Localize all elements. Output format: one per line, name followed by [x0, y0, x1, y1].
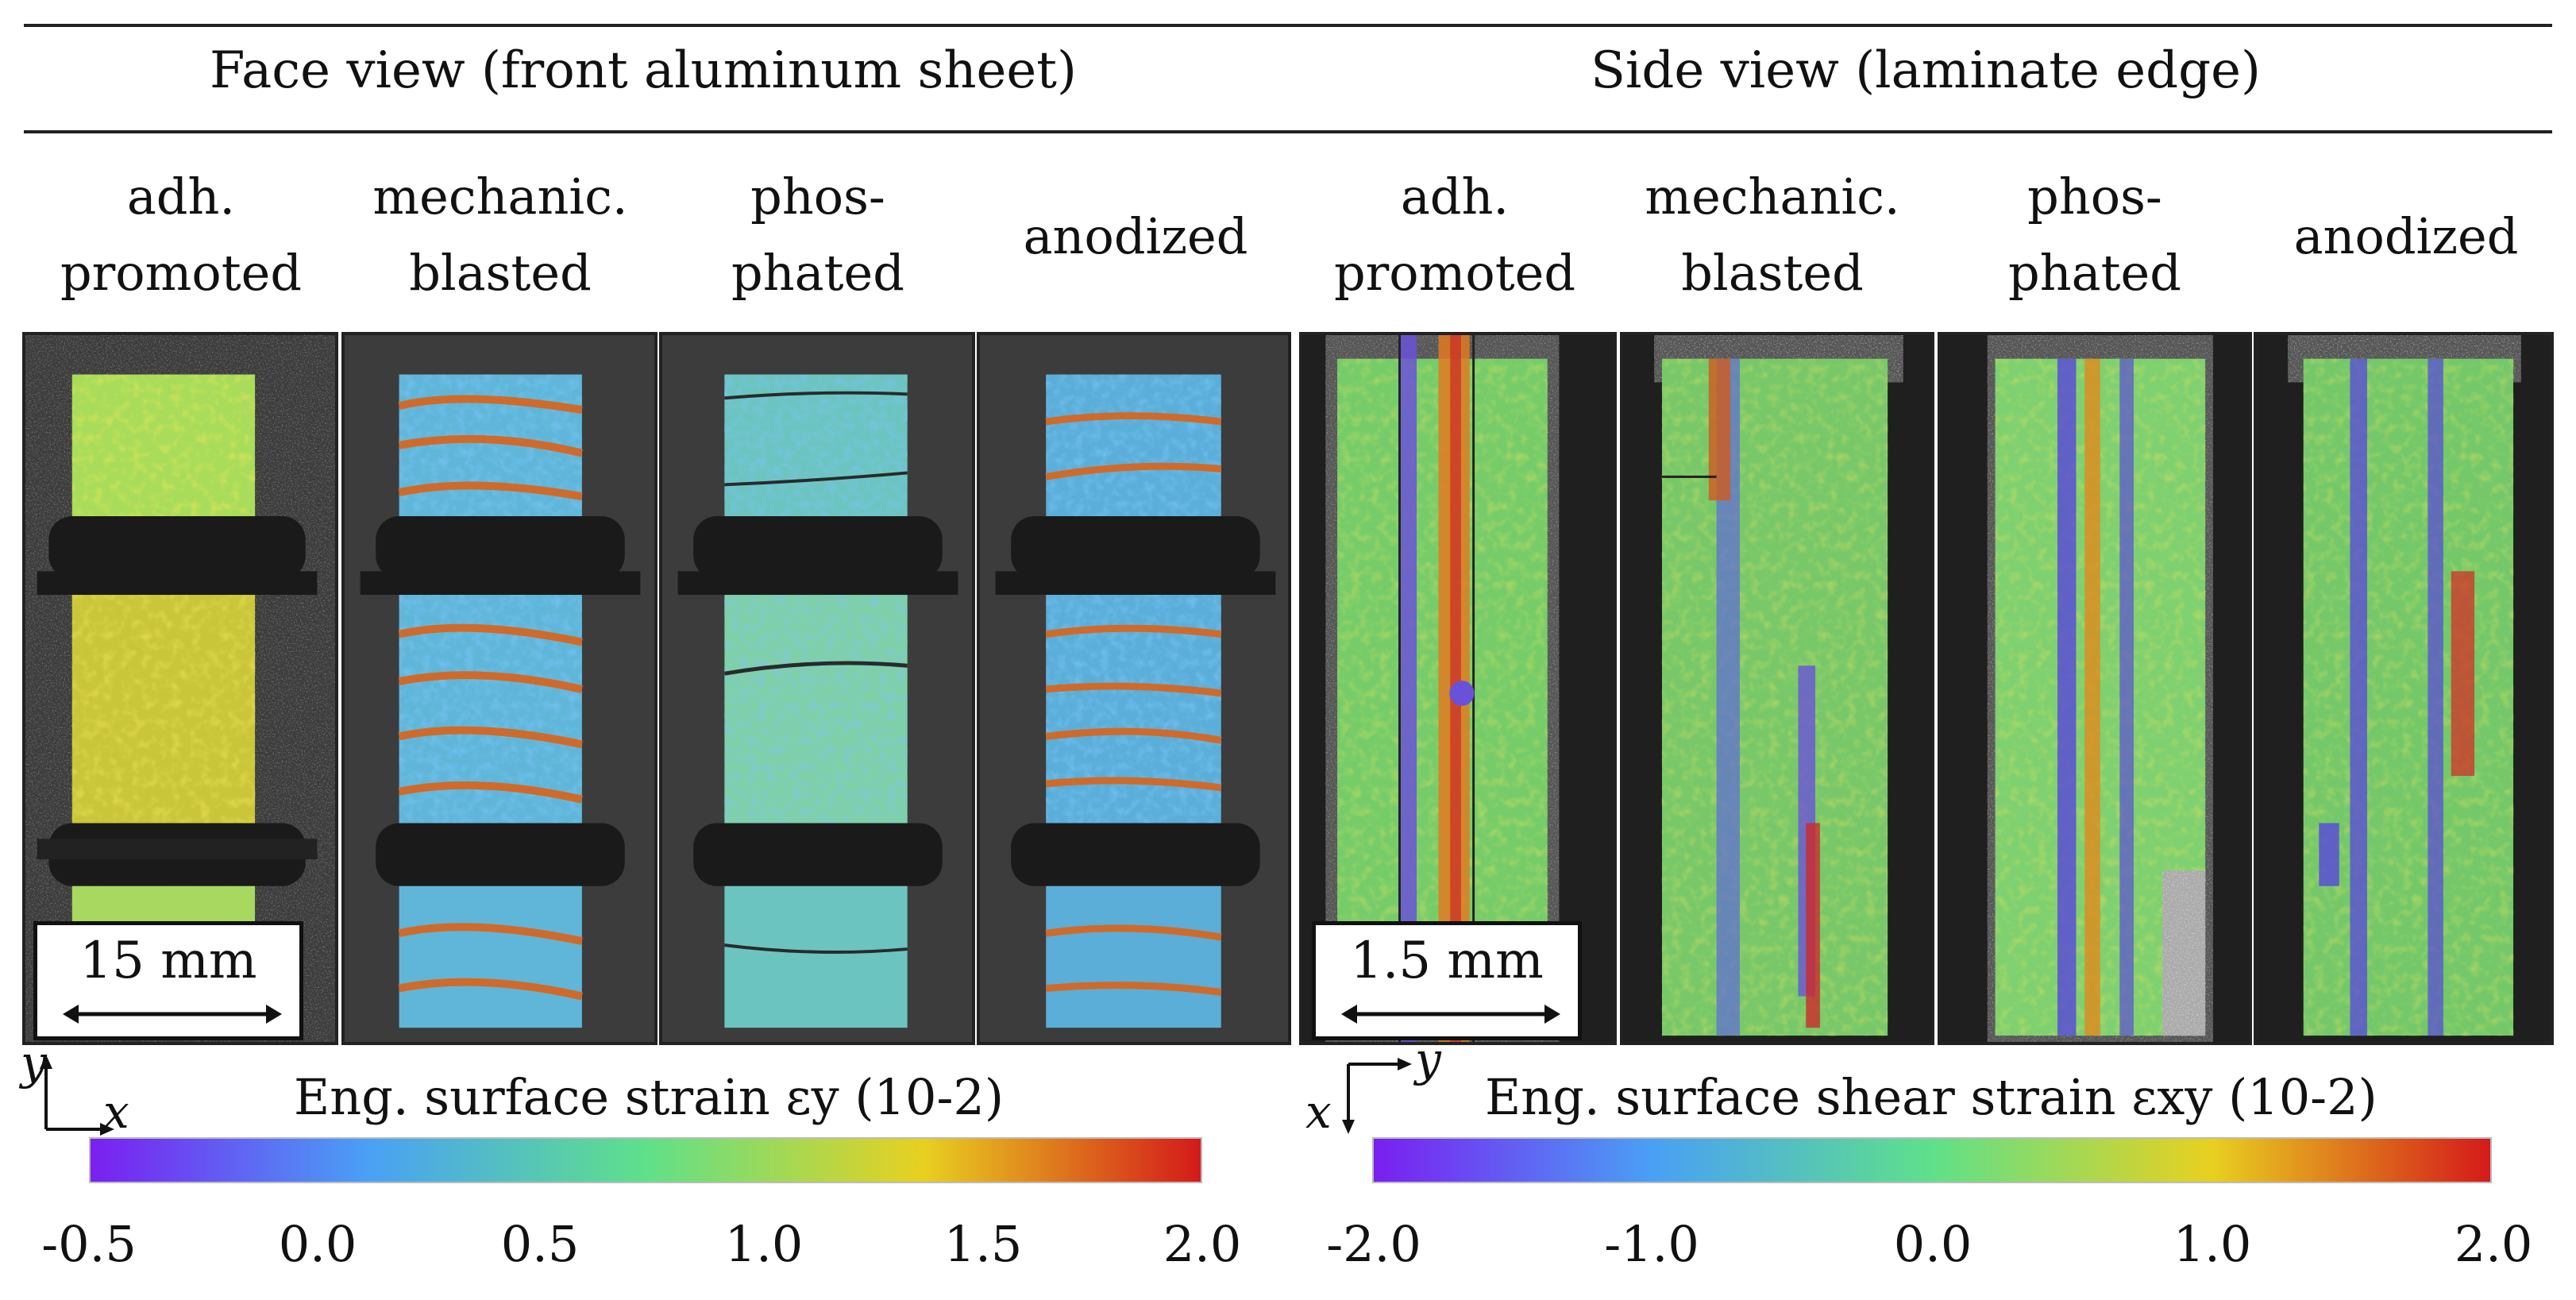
side-colorbar-title: Eng. surface shear strain εxy (10-2): [1485, 1068, 2377, 1126]
column-label-side-phosphated: phos-phated: [2008, 168, 2181, 302]
side-tick-label: 0.0: [1893, 1215, 1972, 1273]
side-axis-y-label: y: [1415, 1032, 1441, 1086]
side-tick-label: -2.0: [1326, 1215, 1421, 1273]
face-tick-label: 1.0: [724, 1215, 804, 1273]
column-label-face-anodized: anodized: [1023, 207, 1248, 265]
column-label-face-phosphated: phos-phated: [731, 168, 904, 302]
side-colorbar: [1372, 1137, 2492, 1183]
header-rule: [24, 130, 2552, 133]
side-axis-x-label: x: [1305, 1085, 1332, 1139]
face-scale-bar: 15 mm: [33, 921, 303, 1040]
column-label-side-mechanic-blasted: mechanic. blasted: [1645, 168, 1900, 302]
face-panel-anodized: [977, 332, 1291, 1045]
side-tick-label: 1.0: [2173, 1215, 2252, 1273]
face-tick-label: 1.5: [943, 1215, 1023, 1273]
side-tick-label: 2.0: [2454, 1215, 2533, 1273]
side-scale-bar-label: 1.5 mm: [1350, 932, 1544, 990]
column-label-side-anodized: anodized: [2293, 207, 2519, 265]
face-axis-indicator: y x: [21, 1036, 129, 1139]
face-axis-y-label: y: [21, 1036, 47, 1090]
face-panel-adh-promoted: 15 mm: [22, 332, 338, 1045]
face-axis-x-label: x: [103, 1085, 129, 1139]
side-panel-mechanic-blasted: [1620, 332, 1934, 1045]
column-label-side-adh-promoted: adh. promoted: [1333, 168, 1576, 302]
face-colorbar-title: Eng. surface strain εy (10-2): [294, 1068, 1005, 1126]
side-panel-adh-promoted: 1.5 mm: [1299, 332, 1617, 1045]
face-panel-mechanic-blasted: [341, 332, 657, 1045]
face-tick-label: -0.5: [41, 1215, 137, 1273]
face-tick-label: 0.5: [500, 1215, 580, 1273]
face-view-header: Face view (front aluminum sheet): [210, 41, 1077, 100]
face-panel-phosphated: [659, 332, 975, 1045]
column-label-face-adh-promoted: adh. promoted: [60, 168, 303, 302]
face-tick-label: 2.0: [1163, 1215, 1242, 1273]
side-axis-indicator: x y: [1302, 1032, 1441, 1139]
side-view-header: Side view (laminate edge): [1591, 41, 2261, 100]
face-colorbar: [89, 1137, 1202, 1183]
top-rule: [24, 24, 2552, 27]
face-scale-bar-label: 15 mm: [79, 932, 257, 990]
side-scale-bar: 1.5 mm: [1312, 921, 1582, 1040]
side-panel-anodized: [2254, 332, 2554, 1045]
side-panel-phosphated: [1938, 332, 2252, 1045]
face-tick-label: 0.0: [278, 1215, 357, 1273]
column-label-face-mechanic-blasted: mechanic. blasted: [372, 168, 628, 302]
side-tick-label: -1.0: [1604, 1215, 1699, 1273]
